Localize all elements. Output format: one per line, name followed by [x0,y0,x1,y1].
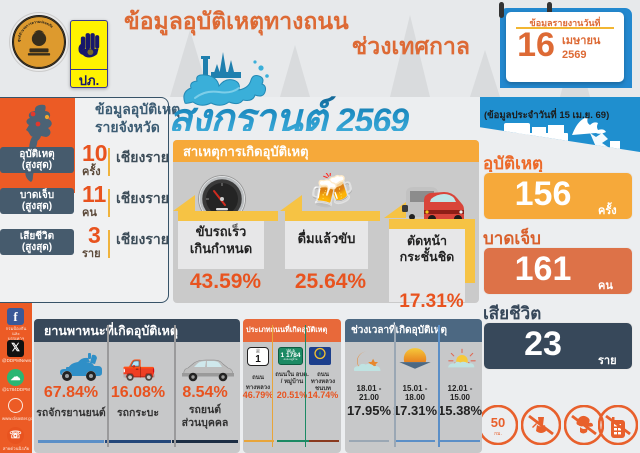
svg-text:ศูนย์อำนวยการความปลอดภัย: ศูนย์อำนวยการความปลอดภัย [17,19,54,42]
svg-text:50: 50 [491,415,505,430]
svg-text:กม.: กม. [494,431,502,437]
